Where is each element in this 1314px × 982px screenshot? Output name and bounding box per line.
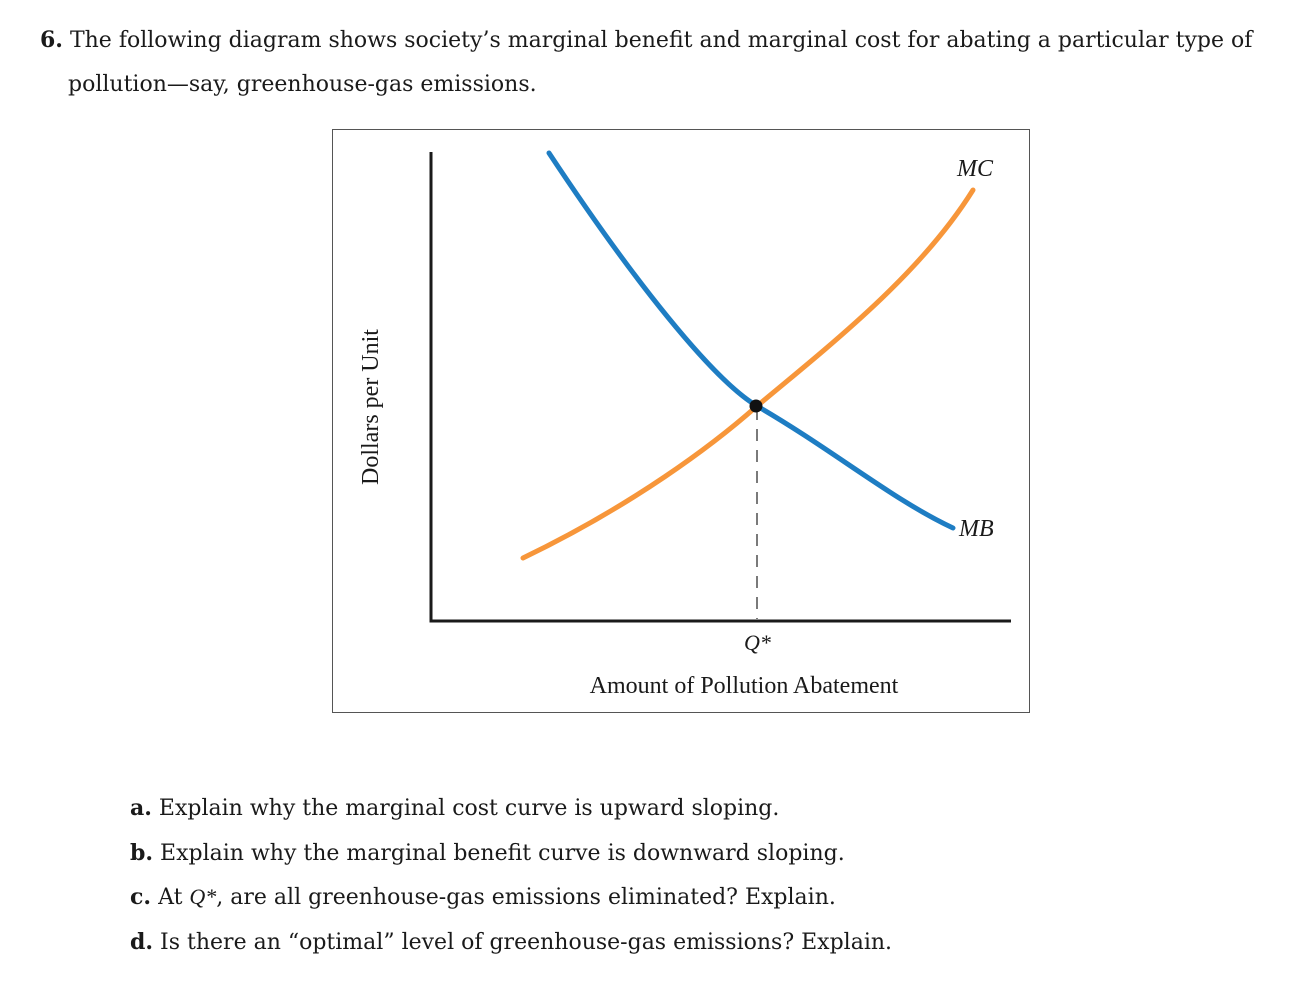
x-axis-label: Amount of Pollution Abatement <box>590 673 899 699</box>
part-text: , are all greenhouse-gas emissions elimi… <box>216 885 836 910</box>
part-d: d. Is there an “optimal” level of greenh… <box>130 920 1130 965</box>
part-text: Explain why the marginal benefit curve i… <box>160 840 845 866</box>
diagram-box: MC MB Q* Amount of Pollution Abatement D… <box>332 129 1030 713</box>
mc-label: MC <box>956 156 994 182</box>
part-text: Is there an “optimal” level of greenhous… <box>160 929 893 955</box>
question-parts: a. Explain why the marginal cost curve i… <box>130 786 1130 964</box>
abatement-diagram: MC MB Q* Amount of Pollution Abatement D… <box>358 150 1011 699</box>
part-letter: b. <box>130 839 154 866</box>
mb-curve <box>546 150 956 531</box>
part-c: c. At Q*, are all greenhouse-gas emissio… <box>130 875 1130 920</box>
part-letter: a. <box>130 795 152 821</box>
part-text-pre: At <box>158 885 183 910</box>
part-q-star: Q* <box>189 884 217 909</box>
part-a: a. Explain why the marginal cost curve i… <box>130 786 1130 831</box>
question-intro: 6. The following diagram shows society’s… <box>40 18 1280 107</box>
question-number: 6. <box>40 27 63 53</box>
part-letter: c. <box>130 884 152 910</box>
y-axis-label: Dollars per Unit <box>358 329 384 485</box>
question-text-line1: The following diagram shows society’s ma… <box>69 28 1253 53</box>
question-text-line2: pollution—say, greenhouse-gas emissions. <box>68 72 537 97</box>
mb-label: MB <box>958 516 994 542</box>
q-star-label: Q* <box>744 630 771 655</box>
part-b: b. Explain why the marginal benefit curv… <box>130 831 1130 876</box>
part-letter: d. <box>130 928 154 955</box>
part-text: Explain why the marginal cost curve is u… <box>158 796 780 821</box>
equilibrium-point <box>749 399 763 413</box>
